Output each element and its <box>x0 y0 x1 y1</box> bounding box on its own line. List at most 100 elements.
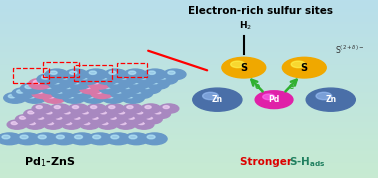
Circle shape <box>120 76 127 79</box>
Circle shape <box>193 88 242 111</box>
Bar <box>0 111 378 113</box>
Circle shape <box>105 104 124 113</box>
Circle shape <box>50 71 57 74</box>
Circle shape <box>63 93 85 103</box>
Bar <box>0 67 378 68</box>
Circle shape <box>102 93 125 103</box>
Circle shape <box>12 88 35 99</box>
Circle shape <box>45 85 52 88</box>
Circle shape <box>106 133 131 145</box>
Circle shape <box>100 111 107 114</box>
Circle shape <box>29 78 51 89</box>
Circle shape <box>123 85 130 88</box>
Circle shape <box>20 83 43 94</box>
Circle shape <box>109 71 116 74</box>
Circle shape <box>48 95 55 98</box>
Circle shape <box>56 135 64 139</box>
Circle shape <box>80 120 99 129</box>
Circle shape <box>96 109 116 119</box>
Circle shape <box>124 69 147 80</box>
Circle shape <box>316 92 332 100</box>
Circle shape <box>146 116 153 119</box>
Circle shape <box>148 71 155 74</box>
Circle shape <box>143 85 150 88</box>
Bar <box>0 88 378 89</box>
Bar <box>0 50 378 52</box>
Circle shape <box>147 78 169 89</box>
Circle shape <box>29 122 36 125</box>
Circle shape <box>76 74 99 84</box>
Circle shape <box>25 120 45 129</box>
Circle shape <box>36 106 42 109</box>
Bar <box>0 137 378 138</box>
Bar <box>0 77 378 79</box>
Circle shape <box>136 111 143 114</box>
Bar <box>0 171 378 172</box>
Bar <box>0 61 378 62</box>
Circle shape <box>82 93 105 103</box>
Text: Stronger: Stronger <box>240 157 296 167</box>
Bar <box>0 174 378 175</box>
Bar <box>0 150 378 151</box>
Circle shape <box>116 74 138 84</box>
Circle shape <box>42 109 62 119</box>
Circle shape <box>17 90 24 93</box>
Bar <box>0 123 378 125</box>
Bar <box>0 89 378 90</box>
Bar <box>0 30 378 31</box>
Circle shape <box>57 74 79 84</box>
Circle shape <box>70 115 90 124</box>
Bar <box>0 39 378 40</box>
Circle shape <box>79 83 102 94</box>
Circle shape <box>143 115 162 124</box>
Bar <box>0 70 378 71</box>
Bar <box>0 147 378 148</box>
Circle shape <box>118 111 125 114</box>
Bar <box>0 68 378 70</box>
Circle shape <box>32 104 52 113</box>
Circle shape <box>8 95 15 98</box>
Bar <box>0 31 378 33</box>
Bar <box>0 71 378 73</box>
Bar <box>0 139 378 141</box>
Circle shape <box>124 133 149 145</box>
Bar <box>0 134 378 135</box>
Circle shape <box>140 76 147 79</box>
Text: S$^{(2+\delta)-}$: S$^{(2+\delta)-}$ <box>335 44 364 56</box>
Circle shape <box>20 135 28 139</box>
Bar <box>0 102 378 104</box>
Bar <box>0 172 378 174</box>
Bar <box>0 19 378 21</box>
Circle shape <box>127 78 150 89</box>
Circle shape <box>119 83 141 94</box>
Circle shape <box>48 78 71 89</box>
Bar <box>0 117 378 119</box>
Bar <box>0 33 378 34</box>
Bar <box>0 12 378 13</box>
Bar <box>0 13 378 15</box>
Text: S-H$_{\mathregular{ads}}$: S-H$_{\mathregular{ads}}$ <box>289 155 325 169</box>
Bar <box>0 93 378 95</box>
Circle shape <box>64 85 71 88</box>
Circle shape <box>24 109 43 119</box>
Bar <box>0 15 378 16</box>
Circle shape <box>95 90 102 93</box>
Circle shape <box>34 115 53 124</box>
Bar <box>0 107 378 108</box>
Circle shape <box>37 74 60 84</box>
Circle shape <box>107 95 114 98</box>
Circle shape <box>126 95 133 98</box>
Bar <box>0 82 378 83</box>
Circle shape <box>132 80 139 84</box>
Text: Zn: Zn <box>325 95 336 104</box>
Circle shape <box>93 135 101 139</box>
Circle shape <box>127 106 133 109</box>
Bar <box>0 64 378 65</box>
Circle shape <box>65 69 88 80</box>
Circle shape <box>61 76 68 79</box>
Circle shape <box>46 111 52 114</box>
Circle shape <box>70 71 77 74</box>
Bar <box>0 128 378 129</box>
Bar <box>0 160 378 162</box>
Circle shape <box>159 104 179 113</box>
